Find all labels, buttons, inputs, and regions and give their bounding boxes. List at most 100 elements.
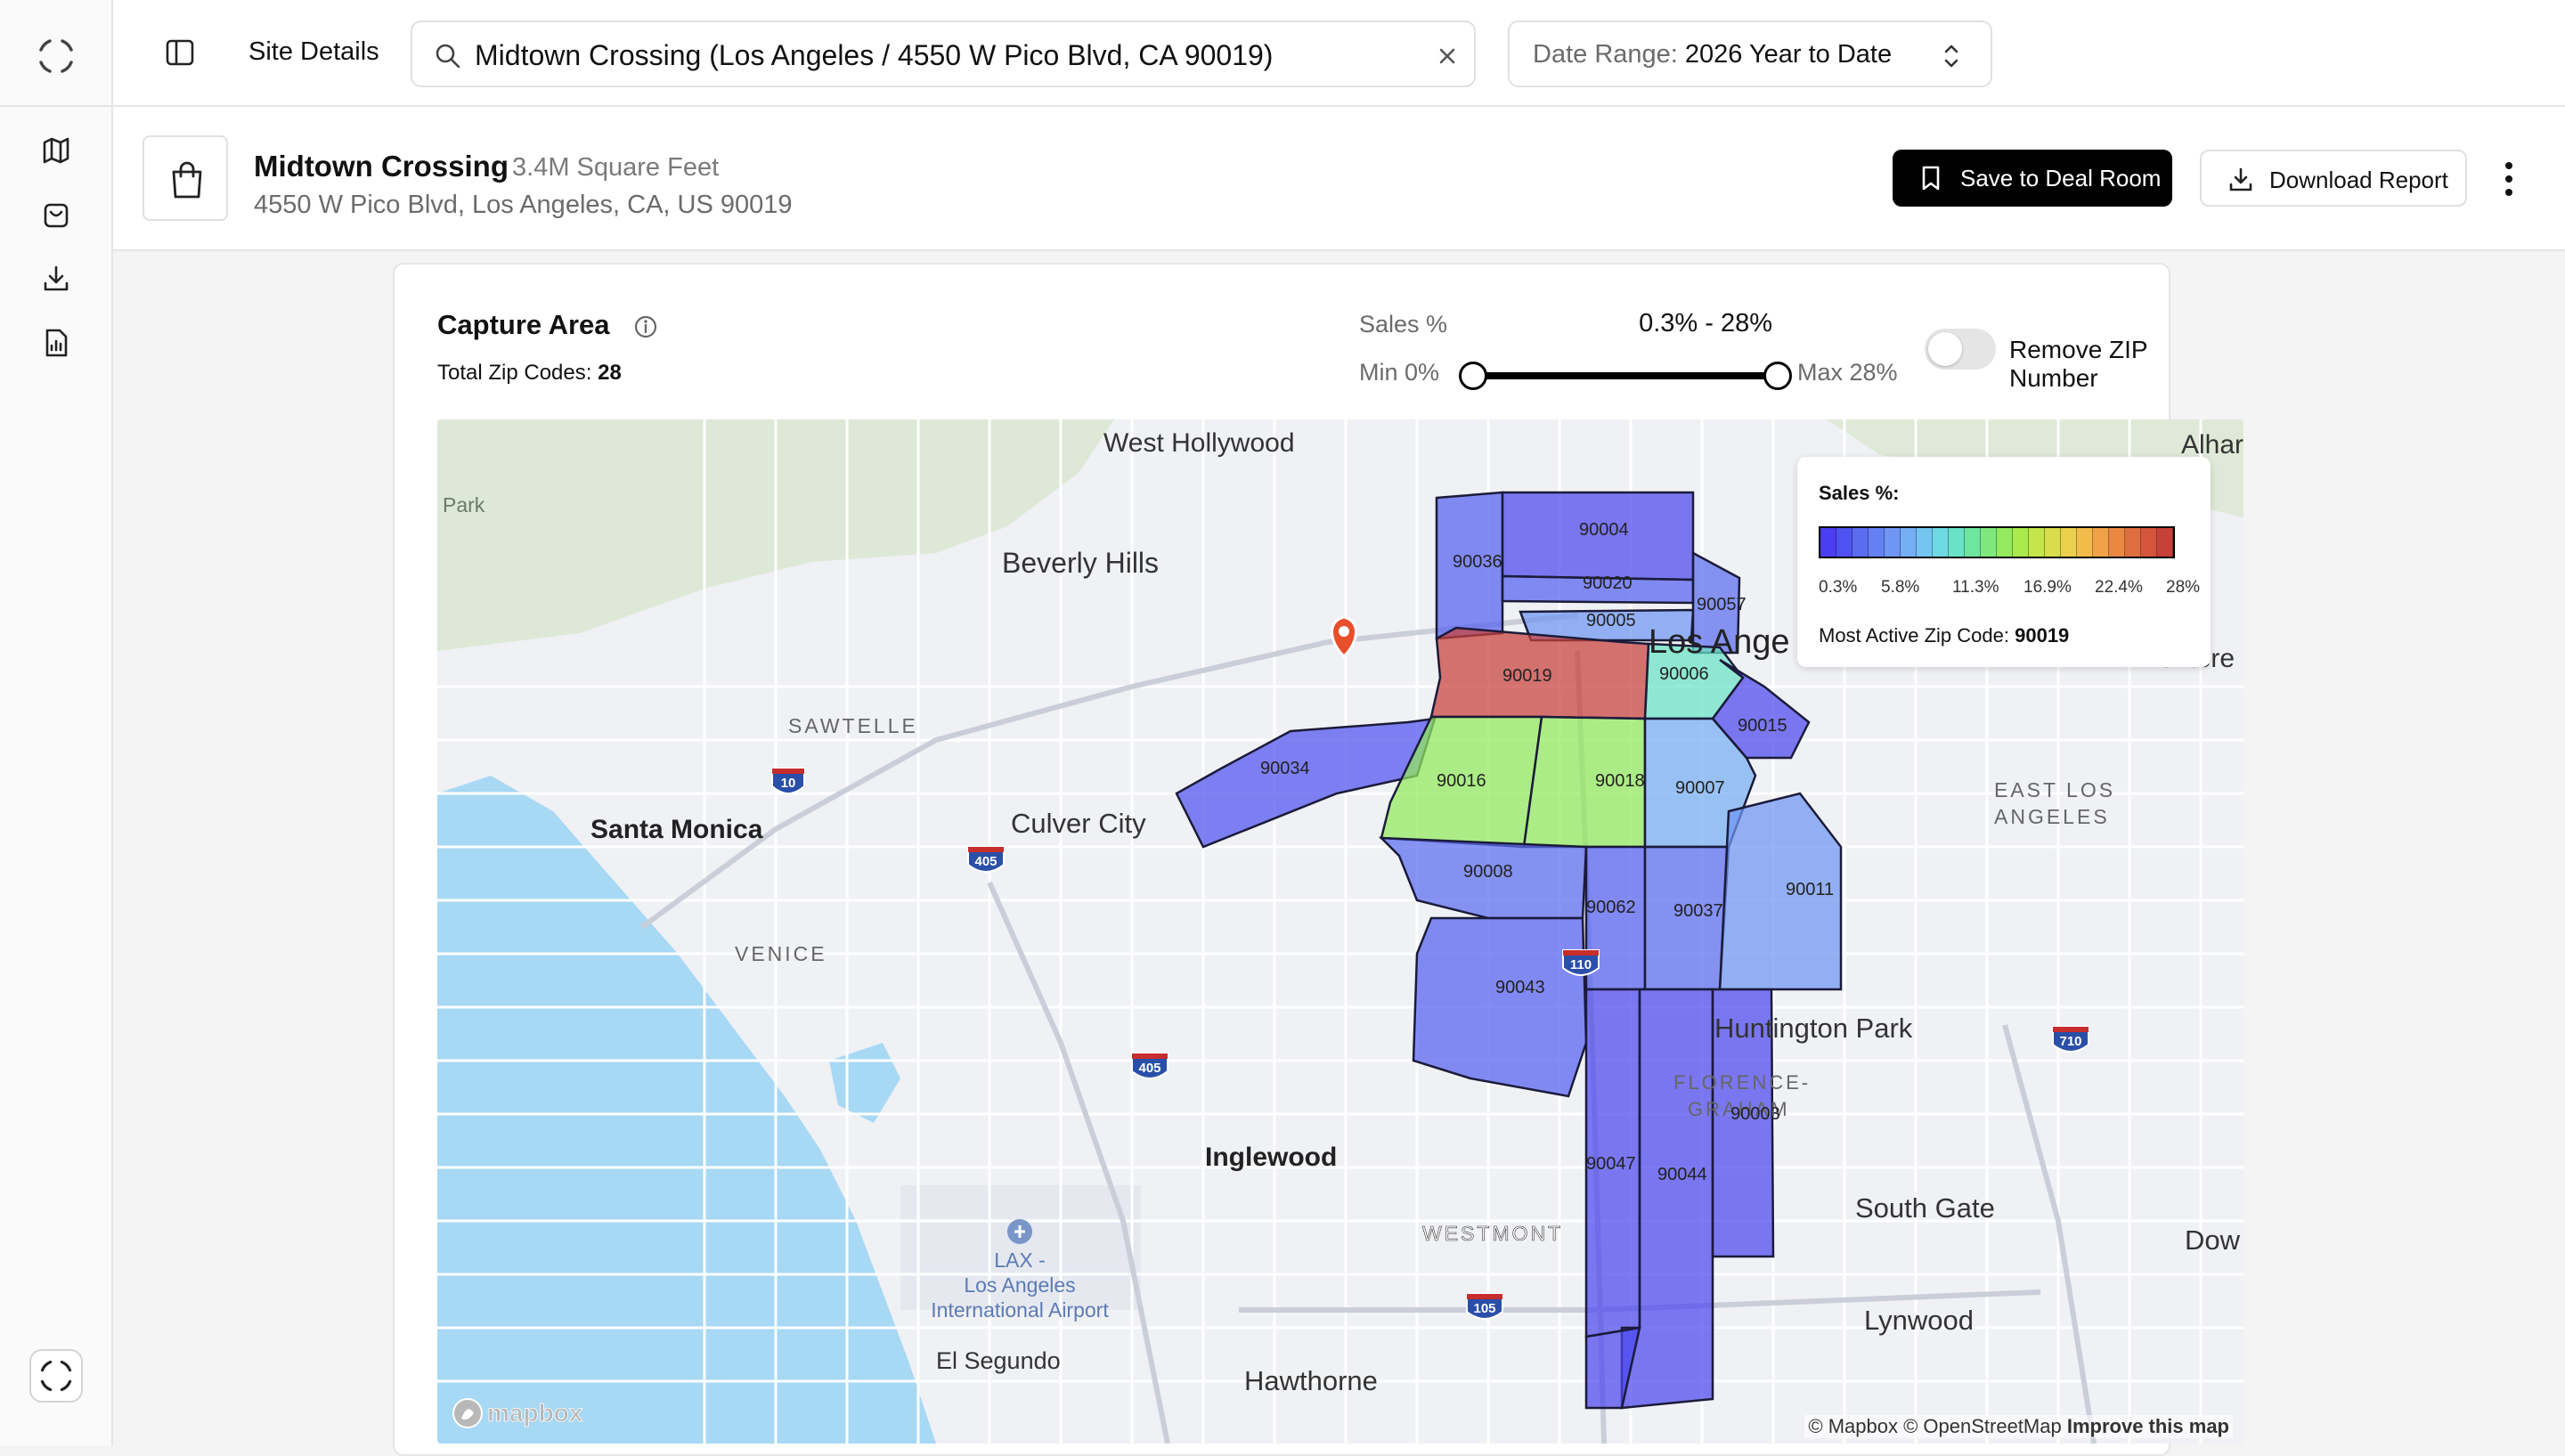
interstate-105-shield: 105 xyxy=(1466,1293,1503,1320)
app-logo-icon[interactable] xyxy=(36,36,77,77)
clear-search-icon[interactable] xyxy=(1433,42,1462,70)
zip-label-90016: 90016 xyxy=(1437,771,1486,791)
most-active-zip-value: 90019 xyxy=(2015,624,2070,647)
interstate-405-shield: 405 xyxy=(1131,1053,1168,1079)
capture-area-card: Capture Area Total Zip Codes: 28 Sales %… xyxy=(393,263,2243,1456)
info-icon[interactable] xyxy=(633,314,658,339)
legend-color-swatch xyxy=(1933,528,1949,557)
site-thumbnail xyxy=(142,135,228,221)
save-to-deal-room-button[interactable]: Save to Deal Room xyxy=(1893,150,2172,207)
place-label-downey: Dow xyxy=(2185,1224,2241,1256)
zip-label-90047: 90047 xyxy=(1586,1154,1636,1174)
mapbox-wordmark: mapbox xyxy=(487,1399,583,1427)
zip-label-90011: 90011 xyxy=(1786,880,1834,899)
capture-area-map[interactable]: West Hollywood Beverly Hills SAWTELLE Sa… xyxy=(437,419,2243,1444)
legend-tick-label: 11.3% xyxy=(1952,578,1999,597)
place-label-el-segundo: El Segundo xyxy=(936,1347,1061,1374)
zip-label-90006: 90006 xyxy=(1659,664,1709,684)
shopping-bag-icon xyxy=(172,161,202,199)
place-label-lax: LAX - xyxy=(994,1249,1046,1272)
interstate-10-shield: 10 xyxy=(771,768,805,794)
zip-label-90007: 90007 xyxy=(1675,778,1725,798)
zip-label-90004: 90004 xyxy=(1579,520,1629,540)
site-name: Midtown Crossing xyxy=(254,150,509,183)
map-ocean xyxy=(437,776,936,1444)
zip-label-90019: 90019 xyxy=(1502,666,1552,686)
zip-area[interactable] xyxy=(1412,916,1588,1098)
zip-label-90044: 90044 xyxy=(1657,1165,1707,1184)
workspace-logo[interactable] xyxy=(29,1349,83,1403)
legend-color-swatch xyxy=(1885,528,1901,557)
zip-area[interactable] xyxy=(1711,658,1811,760)
zip-area[interactable] xyxy=(1691,550,1741,655)
date-range-select[interactable]: Date Range: 2026 Year to Date xyxy=(1508,20,1992,87)
search-icon xyxy=(436,44,460,69)
zip-area[interactable] xyxy=(1584,1326,1641,1410)
place-label-lax-3: International Airport xyxy=(931,1298,1109,1322)
place-label-los-angeles: Los Ange xyxy=(1649,623,1789,661)
place-label-florence-2: GRAHAM xyxy=(1688,1098,1790,1120)
date-range-value: 2026 Year to Date xyxy=(1684,40,1893,69)
zip-area[interactable] xyxy=(1519,608,1695,642)
interstate-710-shield: 710 xyxy=(2052,1026,2089,1053)
svg-text:405: 405 xyxy=(974,854,997,869)
legend-color-swatch xyxy=(2045,528,2061,557)
place-label-lynwood: Lynwood xyxy=(1864,1305,1974,1336)
top-bar: Site Details Date Range: 2026 Year to Da… xyxy=(113,0,2565,107)
place-label-westmont: WESTMONT xyxy=(1422,1222,1563,1245)
zip-area[interactable] xyxy=(1718,792,1843,991)
shopping-bag-icon[interactable] xyxy=(39,198,73,232)
zip-label-90034: 90034 xyxy=(1260,759,1310,778)
slider-min-label: Min 0% xyxy=(1359,359,1440,386)
total-zip-count: 28 xyxy=(598,361,622,385)
download-button-label: Download Report xyxy=(2269,167,2448,193)
zip-label-90020: 90020 xyxy=(1583,573,1633,593)
site-header: Midtown Crossing 3.4M Square Feet 4550 W… xyxy=(113,107,2565,251)
search-box[interactable] xyxy=(411,20,1476,87)
legend-color-swatch xyxy=(1901,528,1917,557)
improve-map-link[interactable]: Improve this map xyxy=(2066,1415,2229,1437)
interstate-shields: 10 405 405 110 710 105 xyxy=(771,768,2089,1320)
total-zip-codes: Total Zip Codes: 28 xyxy=(437,361,622,385)
legend-color-swatch xyxy=(1917,528,1933,557)
legend-color-swatch xyxy=(1949,528,1965,557)
legend-color-swatch xyxy=(1965,528,1981,557)
zip-label-90003: 90003 xyxy=(1730,1104,1780,1124)
slider-min-handle[interactable] xyxy=(1459,362,1487,390)
place-label-hawthorne: Hawthorne xyxy=(1244,1365,1378,1396)
download-report-button[interactable]: Download Report xyxy=(2200,150,2467,207)
report-icon[interactable] xyxy=(39,326,73,360)
download-icon[interactable] xyxy=(39,262,73,296)
attribution-text: © Mapbox © OpenStreetMap xyxy=(1808,1415,2062,1437)
interstate-405-shield: 405 xyxy=(967,846,1005,873)
legend-color-scale xyxy=(1819,526,2175,558)
sales-filter-label: Sales % xyxy=(1359,311,1448,338)
place-label-beverly-hills: Beverly Hills xyxy=(1002,547,1159,579)
site-location-pin-icon[interactable] xyxy=(1331,615,1357,659)
slider-max-handle[interactable] xyxy=(1763,362,1792,390)
search-input[interactable] xyxy=(473,35,1399,76)
legend-color-swatch xyxy=(2013,528,2029,557)
place-label-lax-2: Los Angeles xyxy=(964,1273,1075,1297)
zip-polygons xyxy=(1175,491,1843,1410)
place-label-west-hollywood: West Hollywood xyxy=(1103,428,1295,458)
map-icon[interactable] xyxy=(39,134,73,167)
legend-ticks: 0.3% 5.8% 11.3% 16.9% 22.4% 28% xyxy=(1819,578,2200,599)
remove-zip-number-toggle[interactable] xyxy=(1925,329,1996,370)
sales-legend: Sales %: 0.3% 5.8% 11.3% 16.9% 22.4% 28% Most… xyxy=(1797,457,2211,667)
zip-label-90018: 90018 xyxy=(1595,771,1645,791)
more-options-icon[interactable] xyxy=(2502,159,2516,199)
sidebar-toggle-icon[interactable] xyxy=(163,36,197,69)
interstate-110-shield: 110 xyxy=(1562,949,1600,976)
svg-text:10: 10 xyxy=(781,776,796,791)
legend-color-swatch xyxy=(1836,528,1852,557)
place-label-inglewood: Inglewood xyxy=(1205,1143,1337,1172)
legend-color-swatch xyxy=(2125,528,2141,557)
legend-color-swatch xyxy=(2157,528,2173,557)
legend-title: Sales %: xyxy=(1819,482,1900,504)
sales-range-slider[interactable] xyxy=(1473,372,1778,379)
rail-divider xyxy=(0,105,113,107)
zip-area[interactable] xyxy=(1175,717,1437,849)
zip-label-90015: 90015 xyxy=(1738,716,1787,736)
zip-area[interactable] xyxy=(1711,988,1775,1258)
